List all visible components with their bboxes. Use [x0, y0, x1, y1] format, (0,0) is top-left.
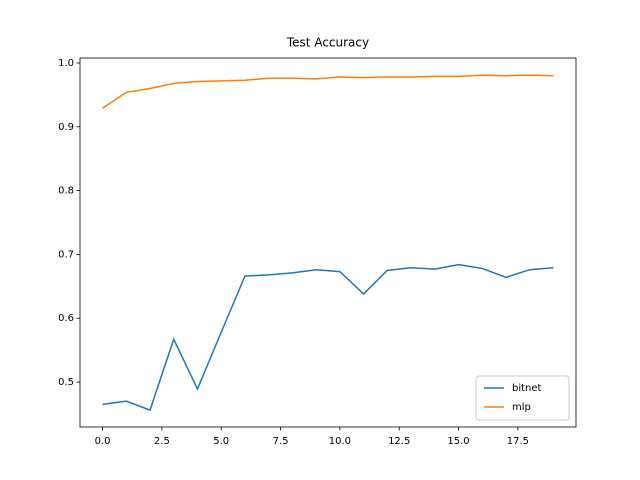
legend-label: bitnet: [512, 383, 542, 394]
legend-box: [475, 375, 570, 421]
plot-frame: [79, 57, 577, 428]
y-tick-label: 0.5: [58, 377, 74, 388]
series-line: [102, 74, 554, 109]
x-tick-label: 10.0: [329, 436, 351, 447]
x-tick-label: 7.5: [273, 436, 289, 447]
y-tick-label: 0.7: [58, 249, 74, 260]
chart-title: Test Accuracy: [286, 36, 369, 50]
x-tick-label: 5.0: [213, 436, 229, 447]
x-tick-label: 2.5: [154, 436, 170, 447]
series-line: [102, 263, 554, 412]
legend-label: mlp: [512, 402, 531, 413]
x-tick-label: 17.5: [507, 436, 529, 447]
y-tick-label: 0.9: [58, 122, 74, 133]
y-tick-label: 0.8: [58, 186, 74, 197]
x-tick-label: 15.0: [447, 436, 469, 447]
x-tick-label: 12.5: [388, 436, 410, 447]
y-tick-label: 0.6: [58, 313, 74, 324]
x-tick-label: 0.0: [95, 436, 111, 447]
y-tick-label: 1.0: [58, 58, 74, 69]
legend: bitnet mlp: [475, 375, 570, 421]
